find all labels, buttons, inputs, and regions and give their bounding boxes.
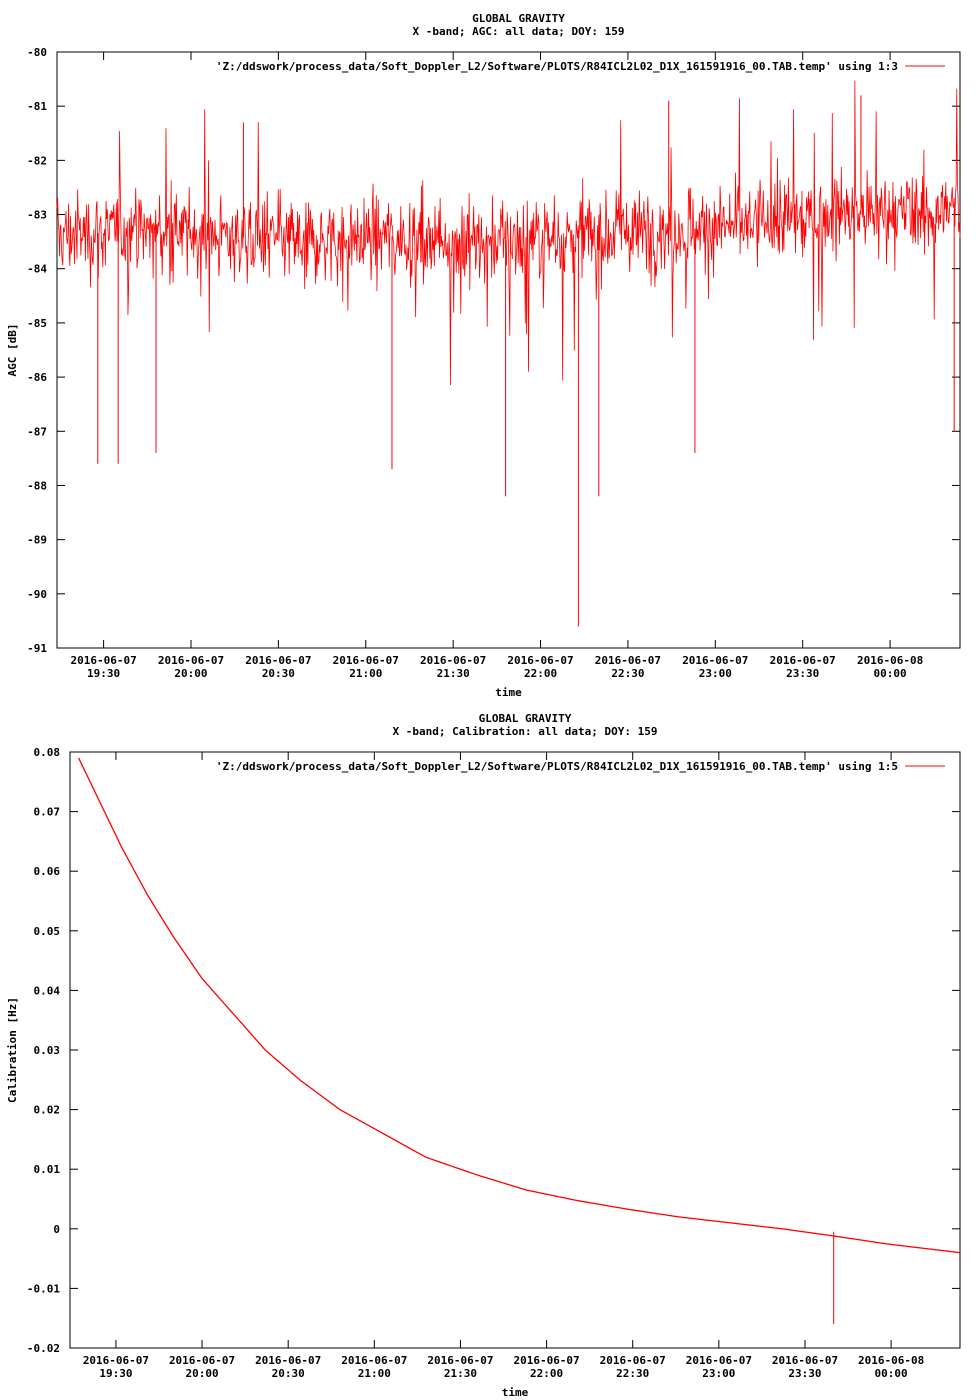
x-tick-label-date: 2016-06-07: [595, 654, 661, 667]
x-tick-label-date: 2016-06-07: [427, 1354, 493, 1367]
y-tick-label: 0.05: [34, 925, 61, 938]
chart-subtitle: X -band; AGC: all data; DOY: 159: [413, 25, 625, 38]
y-axis-label: AGC [dB]: [6, 324, 19, 377]
chart-title: GLOBAL GRAVITY: [472, 12, 565, 25]
y-tick-label: -80: [27, 46, 47, 59]
x-tick-label-time: 19:30: [87, 667, 120, 680]
y-tick-label: -86: [27, 371, 47, 384]
x-tick-label-date: 2016-06-07: [420, 654, 486, 667]
x-tick-label-date: 2016-06-07: [158, 654, 224, 667]
x-axis-label: time: [502, 1386, 529, 1399]
x-tick-label-date: 2016-06-07: [600, 1354, 666, 1367]
x-tick-label-date: 2016-06-08: [858, 1354, 924, 1367]
x-axis-label: time: [495, 686, 522, 699]
x-tick-label-time: 22:30: [616, 1367, 649, 1380]
x-tick-label-time: 22:00: [524, 667, 557, 680]
x-tick-label-date: 2016-06-07: [341, 1354, 407, 1367]
y-tick-label: 0.08: [34, 746, 61, 759]
x-tick-label-date: 2016-06-07: [513, 1354, 579, 1367]
y-tick-label: -91: [27, 642, 47, 655]
y-tick-label: -85: [27, 317, 47, 330]
y-tick-label: 0.07: [34, 806, 61, 819]
x-tick-label-time: 23:00: [702, 1367, 735, 1380]
legend-label: 'Z:/ddswork/process_data/Soft_Doppler_L2…: [216, 60, 898, 73]
x-tick-label-date: 2016-06-07: [682, 654, 748, 667]
y-tick-label: -88: [27, 479, 47, 492]
y-tick-label: -87: [27, 425, 47, 438]
x-tick-label-time: 20:30: [272, 1367, 305, 1380]
x-tick-label-date: 2016-06-07: [255, 1354, 321, 1367]
y-tick-label: -0.01: [27, 1282, 60, 1295]
y-tick-label: -89: [27, 534, 47, 547]
x-tick-label-time: 22:30: [611, 667, 644, 680]
x-tick-label-date: 2016-06-07: [333, 654, 399, 667]
y-tick-label: 0.01: [34, 1163, 61, 1176]
y-tick-label: -83: [27, 209, 47, 222]
x-tick-label-date: 2016-06-07: [770, 654, 836, 667]
x-tick-label-time: 23:30: [786, 667, 819, 680]
x-tick-label-time: 20:00: [174, 667, 207, 680]
x-tick-label-time: 21:30: [444, 1367, 477, 1380]
plot-frame: [69, 751, 961, 1349]
x-tick-label-time: 23:30: [788, 1367, 821, 1380]
chart-subtitle: X -band; Calibration: all data; DOY: 159: [393, 725, 658, 738]
plot-frame: [56, 51, 961, 649]
series-line-1: [78, 757, 961, 1254]
y-tick-label: -0.02: [27, 1342, 60, 1355]
y-tick-label: -90: [27, 588, 47, 601]
y-tick-label: 0.06: [34, 865, 61, 878]
x-tick-label-time: 23:00: [699, 667, 732, 680]
y-tick-label: 0.04: [34, 984, 61, 997]
x-tick-label-date: 2016-06-07: [70, 654, 136, 667]
x-tick-label-date: 2016-06-07: [83, 1354, 149, 1367]
y-tick-label: 0.02: [34, 1104, 61, 1117]
x-tick-label-date: 2016-06-07: [772, 1354, 838, 1367]
x-tick-label-date: 2016-06-07: [686, 1354, 752, 1367]
x-tick-label-time: 21:00: [349, 667, 382, 680]
x-tick-label-time: 00:00: [874, 667, 907, 680]
y-tick-label: -82: [27, 154, 47, 167]
x-tick-label-time: 21:00: [358, 1367, 391, 1380]
series-line-1: [56, 80, 961, 385]
x-tick-label-date: 2016-06-07: [507, 654, 573, 667]
x-tick-label-date: 2016-06-07: [169, 1354, 235, 1367]
legend-label: 'Z:/ddswork/process_data/Soft_Doppler_L2…: [216, 760, 898, 773]
x-tick-label-time: 21:30: [437, 667, 470, 680]
y-tick-label: 0: [53, 1223, 60, 1236]
x-tick-label-time: 00:00: [875, 1367, 908, 1380]
chart-title: GLOBAL GRAVITY: [479, 712, 572, 725]
y-tick-label: -81: [27, 100, 47, 113]
x-tick-label-date: 2016-06-07: [245, 654, 311, 667]
x-tick-label-time: 22:00: [530, 1367, 563, 1380]
y-tick-label: -84: [27, 263, 47, 276]
x-tick-label-time: 20:30: [262, 667, 295, 680]
y-tick-label: 0.03: [34, 1044, 61, 1057]
x-tick-label-date: 2016-06-08: [857, 654, 923, 667]
y-axis-label: Calibration [Hz]: [6, 997, 19, 1103]
x-tick-label-time: 19:30: [99, 1367, 132, 1380]
x-tick-label-time: 20:00: [186, 1367, 219, 1380]
